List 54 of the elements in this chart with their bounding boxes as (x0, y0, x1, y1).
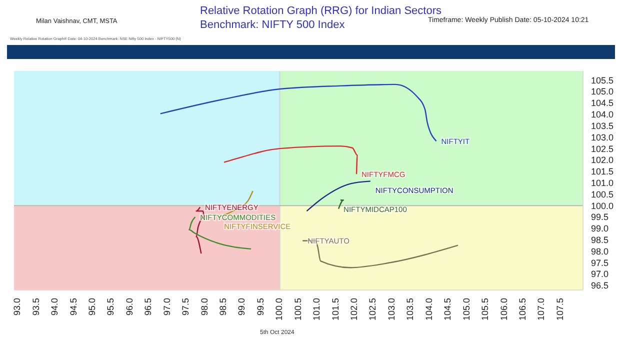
y-tick-label: 104.0 (591, 110, 614, 120)
line-series (223, 145, 358, 175)
x-tick-label: 107.5 (554, 298, 565, 321)
x-tick-label: 101.0 (312, 298, 322, 321)
x-tick-label: 93.5 (30, 298, 41, 316)
x-tick-label: 102.5 (368, 298, 378, 321)
x-tick-label: 105.5 (480, 298, 490, 321)
y-tick-label: 98.0 (591, 246, 609, 256)
chart-subtitle: Benchmark: NIFTY 500 Index (200, 19, 345, 31)
x-tick-label: 103.0 (386, 298, 396, 321)
y-tick-label: 103.0 (591, 132, 614, 142)
x-tick-label: 96.0 (124, 298, 134, 316)
x-tick-label: 97.5 (180, 298, 191, 316)
x-tick-label: 107.0 (536, 298, 546, 321)
line-series (160, 84, 437, 142)
x-tick-label: 106.0 (498, 298, 509, 321)
y-tick-label: 104.5 (591, 98, 614, 108)
y-tick-label: 102.0 (591, 155, 614, 166)
x-tick-label: 94.0 (50, 298, 60, 316)
line-series (302, 240, 459, 268)
x-tick-label: 99.0 (236, 298, 247, 316)
y-tick-label: 103.5 (591, 120, 614, 131)
x-tick-label: 95.0 (87, 298, 97, 316)
x-tick-label: 99.5 (255, 298, 266, 316)
y-tick-label: 100.0 (591, 200, 614, 211)
x-tick-label: 101.5 (330, 298, 340, 321)
y-tick-label: 96.5 (591, 280, 609, 291)
y-tick-label: 100.5 (591, 189, 614, 200)
y-tick-label: 102.5 (591, 144, 614, 154)
y-tick-label: 97.0 (591, 269, 609, 280)
x-tick-label: 93.0 (12, 298, 22, 316)
y-tick-label: 105.5 (591, 75, 614, 86)
x-tick-label: 98.0 (199, 298, 210, 316)
y-tick-label: 99.5 (591, 212, 609, 222)
x-tick-label: 97.0 (162, 298, 172, 316)
y-tick-label: 101.5 (591, 166, 614, 177)
y-tick-label: 105.0 (591, 86, 614, 97)
x-tick-label: 103.5 (405, 298, 416, 321)
y-tick-label: 98.5 (591, 235, 609, 246)
chart-title: Relative Rotation Graph (RRG) for Indian Sectors (200, 4, 442, 17)
x-tick-label: 104.0 (424, 298, 434, 321)
x-tick-label: 100.0 (274, 298, 284, 321)
x-tick-label: 96.5 (143, 298, 154, 316)
x-tick-label: 95.5 (106, 298, 116, 316)
x-tick-label: 102.0 (349, 298, 360, 321)
x-tick-label: 104.5 (442, 298, 453, 321)
y-tick-label: 97.5 (591, 258, 609, 268)
x-tick-label: 94.5 (68, 298, 78, 316)
x-tick-label: 98.5 (218, 298, 228, 316)
y-tick-label: 101.0 (591, 178, 614, 188)
x-tick-label: 106.5 (517, 298, 528, 321)
x-tick-label: 105.0 (461, 298, 472, 321)
y-tick-label: 99.0 (591, 224, 609, 234)
x-tick-label: 100.5 (292, 298, 303, 321)
